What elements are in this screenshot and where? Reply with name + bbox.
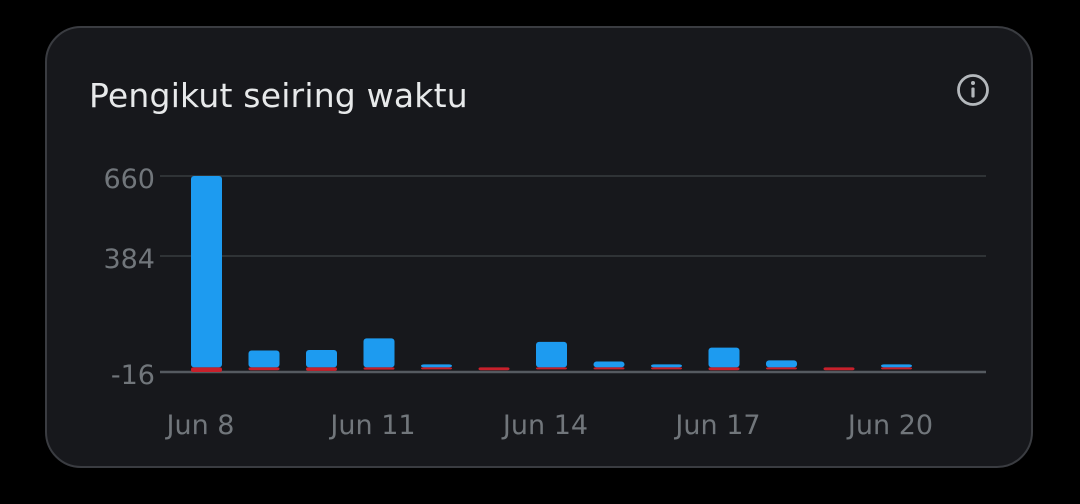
gain-bar — [363, 338, 395, 368]
gain-bar — [708, 347, 740, 368]
y-tick-label: 384 — [103, 244, 155, 275]
info-button[interactable] — [955, 72, 991, 108]
y-tick-label: -16 — [111, 360, 155, 391]
x-tick-label: Jun 8 — [165, 410, 235, 441]
y-tick-label: 660 — [103, 164, 155, 195]
gain-bar — [766, 360, 797, 368]
loss-bar — [363, 367, 395, 370]
loss-bar — [248, 367, 280, 371]
loss-bar — [593, 367, 625, 370]
gain-bar — [421, 364, 452, 368]
card-title: Pengikut seiring waktu — [89, 76, 468, 115]
gain-bar — [536, 341, 567, 368]
x-tick-label: Jun 20 — [846, 410, 933, 441]
loss-bar — [766, 367, 797, 370]
loss-bar — [881, 367, 912, 370]
gain-bar — [651, 364, 682, 368]
gain-bar — [248, 350, 280, 368]
loss-bar — [823, 367, 855, 371]
loss-bar — [651, 367, 682, 370]
loss-bar — [191, 367, 222, 372]
x-tick-label: Jun 14 — [501, 410, 588, 441]
gain-bar — [881, 364, 912, 368]
loss-bar — [708, 367, 740, 371]
loss-bar — [306, 367, 337, 371]
info-circle-icon — [957, 74, 989, 106]
loss-bar — [478, 367, 510, 371]
gain-bar — [593, 361, 625, 368]
gain-bar — [306, 349, 337, 368]
x-tick-label: Jun 17 — [673, 410, 760, 441]
loss-bar — [421, 367, 452, 370]
gain-bar — [191, 176, 222, 368]
x-tick-label: Jun 11 — [328, 410, 415, 441]
loss-bar — [536, 367, 567, 370]
